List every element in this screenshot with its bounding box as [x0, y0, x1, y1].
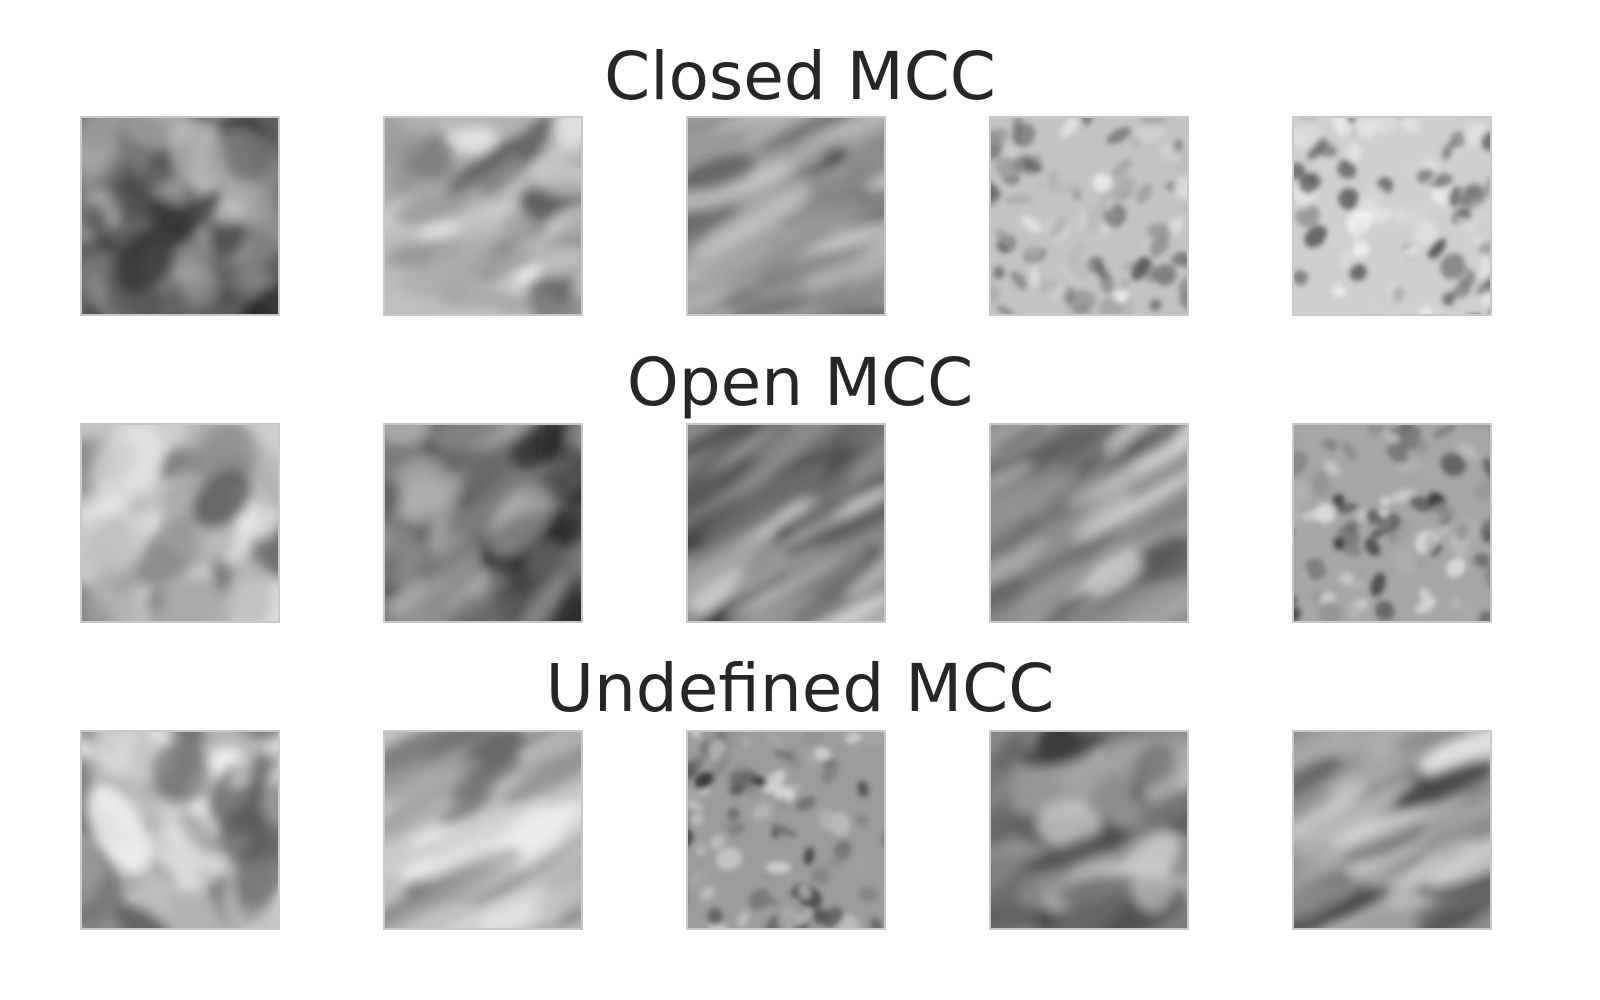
row-title-open-mcc: Open MCC: [626, 344, 974, 421]
cloud-texture: [1294, 118, 1490, 314]
satellite-image-open-mcc-5: [1292, 423, 1492, 623]
satellite-image-open-mcc-4: [989, 423, 1189, 623]
satellite-image-undefined-mcc-5: [1292, 730, 1492, 930]
cloud-texture: [991, 732, 1187, 928]
cloud-texture: [82, 118, 278, 314]
satellite-image-closed-mcc-5: [1292, 116, 1492, 316]
cloud-texture: [688, 732, 884, 928]
cloud-texture: [991, 118, 1187, 314]
satellite-image-closed-mcc-2: [383, 116, 583, 316]
cloud-texture: [82, 425, 278, 621]
satellite-image-undefined-mcc-3: [686, 730, 886, 930]
row-title-closed-mcc: Closed MCC: [604, 38, 996, 115]
cloud-texture: [385, 732, 581, 928]
satellite-image-undefined-mcc-4: [989, 730, 1189, 930]
cloud-texture: [1294, 425, 1490, 621]
satellite-image-closed-mcc-4: [989, 116, 1189, 316]
satellite-image-open-mcc-3: [686, 423, 886, 623]
satellite-image-undefined-mcc-1: [80, 730, 280, 930]
satellite-image-closed-mcc-1: [80, 116, 280, 316]
cloud-texture: [82, 732, 278, 928]
satellite-image-closed-mcc-3: [686, 116, 886, 316]
satellite-image-open-mcc-1: [80, 423, 280, 623]
satellite-image-undefined-mcc-2: [383, 730, 583, 930]
cloud-texture: [688, 425, 884, 621]
cloud-texture: [385, 425, 581, 621]
cloud-texture: [991, 425, 1187, 621]
cloud-texture: [1294, 732, 1490, 928]
cloud-texture: [688, 118, 884, 314]
row-title-undefined-mcc: Undefined MCC: [545, 650, 1055, 727]
satellite-image-open-mcc-2: [383, 423, 583, 623]
cloud-texture: [385, 118, 581, 314]
